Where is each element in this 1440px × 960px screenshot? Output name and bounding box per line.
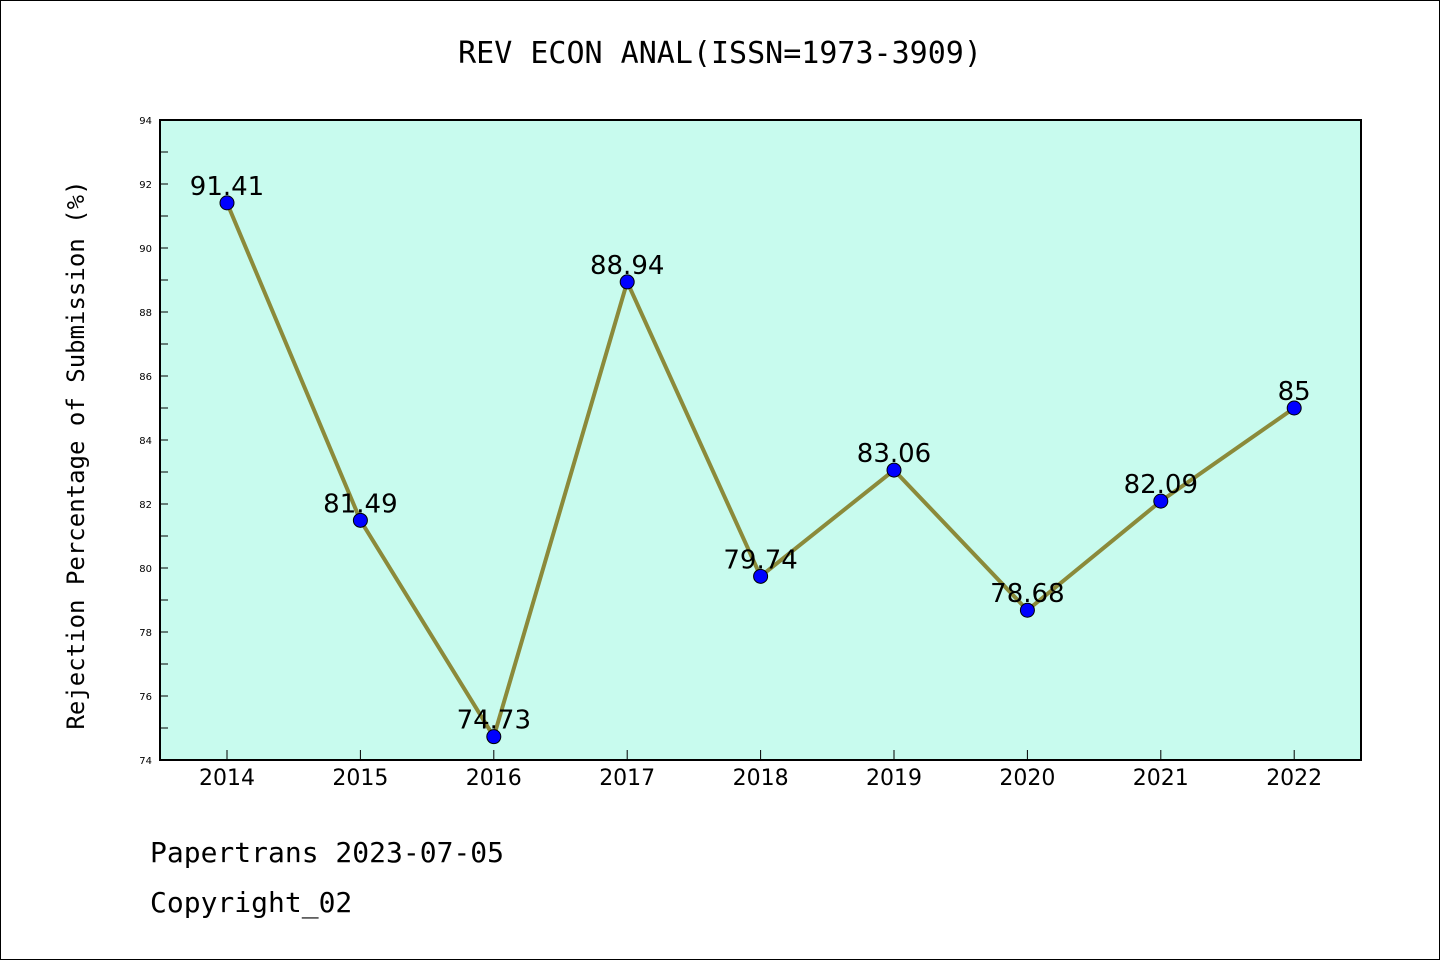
x-tick-label: 2020 xyxy=(999,766,1055,791)
x-tick-label: 2017 xyxy=(599,766,655,791)
data-point xyxy=(619,274,635,290)
y-tick-label: 82 xyxy=(139,500,152,511)
data-label: 83.06 xyxy=(857,439,931,469)
x-tick-label: 2016 xyxy=(466,766,522,791)
data-label: 91.41 xyxy=(190,172,264,202)
data-point xyxy=(1286,400,1302,416)
x-tick-label: 2014 xyxy=(199,766,255,791)
y-tick-label: 84 xyxy=(139,436,152,447)
y-tick-label: 94 xyxy=(139,116,152,127)
x-tick-label: 2015 xyxy=(332,766,388,791)
data-point xyxy=(352,512,368,528)
footer-date: Papertrans 2023-07-05 xyxy=(150,836,505,869)
plot-area xyxy=(159,119,1362,761)
x-tick-label: 2019 xyxy=(866,766,922,791)
data-label: 74.73 xyxy=(457,706,531,736)
y-tick-label: 74 xyxy=(139,756,152,767)
y-tick-label: 80 xyxy=(139,564,152,575)
x-tick-label: 2021 xyxy=(1133,766,1189,791)
y-tick-label: 76 xyxy=(139,692,152,703)
y-tick-label: 86 xyxy=(139,372,152,383)
y-tick-label: 90 xyxy=(139,244,152,255)
x-axis-ticks: 2014 2015 2016 2017 2018 2019 2020 2021 2022 xyxy=(199,750,1322,791)
data-point xyxy=(486,729,502,745)
y-axis-ticks: 74 76 78 80 82 84 86 88 90 92 94 xyxy=(139,116,168,767)
data-label: 82.09 xyxy=(1124,470,1198,500)
data-label: 81.49 xyxy=(323,489,397,519)
data-markers xyxy=(219,195,1302,745)
x-tick-label: 2022 xyxy=(1266,766,1322,791)
data-label: 88.94 xyxy=(590,251,664,281)
data-point xyxy=(1153,493,1169,509)
footer-copyright: Copyright_02 xyxy=(150,886,353,919)
data-point xyxy=(886,462,902,478)
data-labels: 91.41 81.49 74.73 88.94 79.74 83.06 78.68 82.09… xyxy=(190,172,1311,736)
data-label: 78.68 xyxy=(990,579,1064,609)
data-point xyxy=(753,568,769,584)
x-tick-label: 2018 xyxy=(733,766,789,791)
chart-title: REV ECON ANAL(ISSN=1973-3909) xyxy=(458,36,982,71)
data-point xyxy=(1019,602,1035,618)
y-tick-label: 78 xyxy=(139,628,152,639)
data-label: 85 xyxy=(1278,377,1311,407)
y-tick-label: 92 xyxy=(139,180,152,191)
data-point xyxy=(219,195,235,211)
data-label: 79.74 xyxy=(723,545,797,575)
y-tick-label: 88 xyxy=(139,308,152,319)
